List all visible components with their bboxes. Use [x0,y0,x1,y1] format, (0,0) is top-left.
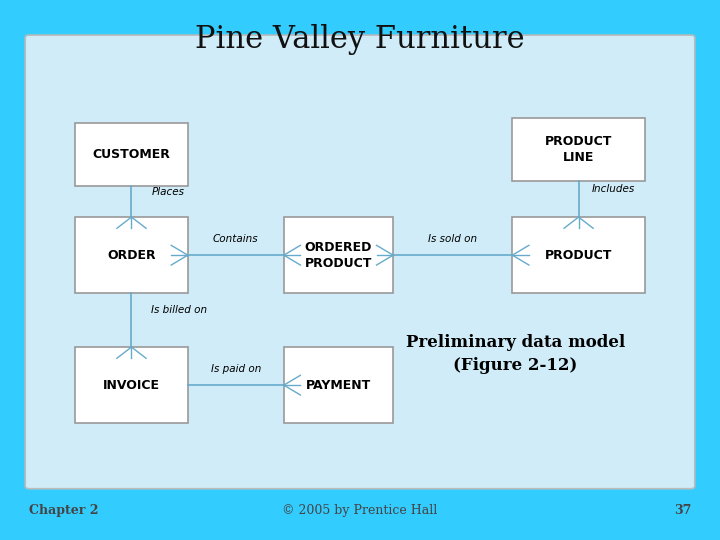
Text: Chapter 2: Chapter 2 [29,504,99,517]
Bar [284,217,393,293]
Text: ORDER: ORDER [107,249,156,262]
Text: INVOICE: INVOICE [103,379,160,392]
Text: PRODUCT
LINE: PRODUCT LINE [545,136,612,164]
Bar [513,118,645,181]
Text: Contains: Contains [213,234,258,244]
Text: Is sold on: Is sold on [428,234,477,244]
Bar [513,217,645,293]
Text: Pine Valley Furniture: Pine Valley Furniture [195,24,525,55]
Text: Places: Places [151,187,184,197]
Text: Is paid on: Is paid on [211,364,261,374]
Text: PRODUCT: PRODUCT [545,249,612,262]
Bar [75,123,188,186]
Text: PAYMENT: PAYMENT [306,379,371,392]
Text: CUSTOMER: CUSTOMER [93,148,171,161]
Text: Is billed on: Is billed on [151,306,207,315]
Bar [75,217,188,293]
Text: © 2005 by Prentice Hall: © 2005 by Prentice Hall [282,504,438,517]
Text: 37: 37 [674,504,691,517]
Bar [75,347,188,423]
Text: ORDERED
PRODUCT: ORDERED PRODUCT [305,241,372,269]
Text: Preliminary data model
(Figure 2-12): Preliminary data model (Figure 2-12) [406,334,625,374]
Bar [284,347,393,423]
Text: Includes: Includes [592,185,635,194]
